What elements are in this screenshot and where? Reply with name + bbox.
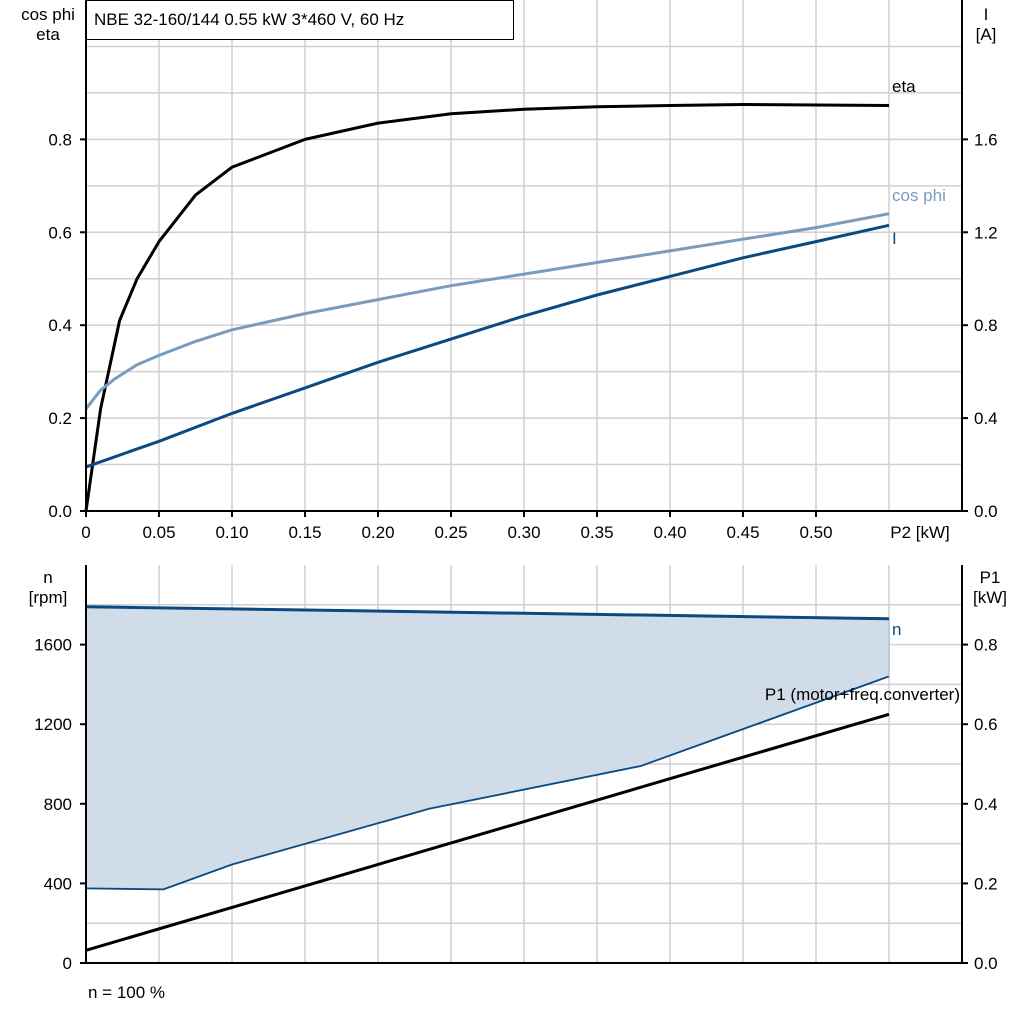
footer-note: n = 100 % xyxy=(88,983,165,1002)
top-left-axis-label-1: cos phi xyxy=(21,5,75,24)
top-right-axis-label-1: I xyxy=(984,5,989,24)
y-tick-label-left: 0.8 xyxy=(48,130,72,149)
x-tick-label: 0.30 xyxy=(507,523,540,542)
y-tick-label-left: 0.4 xyxy=(48,316,72,335)
y-tick-label-right: 0.0 xyxy=(974,502,998,521)
series-n-lower-bound xyxy=(85,675,890,891)
x-axis-label: P2 [kW] xyxy=(890,523,950,542)
x-tick-label: 0.35 xyxy=(580,523,613,542)
series-I xyxy=(85,223,890,469)
series-n xyxy=(85,605,890,621)
y-tick-label-right: 0.8 xyxy=(974,316,998,335)
x-tick-label: 0.15 xyxy=(288,523,321,542)
x-tick-label: 0.50 xyxy=(799,523,832,542)
y-tick-label-left: 0.6 xyxy=(48,223,72,242)
speed-range-band xyxy=(86,606,889,890)
y-tick-label-right: 1.2 xyxy=(974,223,998,242)
label-I: I xyxy=(892,229,897,248)
x-tick-label: 0 xyxy=(81,523,90,542)
x-tick-label: 0.05 xyxy=(142,523,175,542)
top-left-axis-label-2: eta xyxy=(36,25,60,44)
label-P1: P1 (motor+freq.converter) xyxy=(765,685,960,704)
x-tick-label: 0.10 xyxy=(215,523,248,542)
x-tick-label: 0.25 xyxy=(434,523,467,542)
bottom-right-axis-label-2: [kW] xyxy=(973,588,1007,607)
bottom-left-axis-label-2: [rpm] xyxy=(29,588,68,607)
y-tick-label-left: 0.2 xyxy=(48,409,72,428)
y-tick-label-right: 0.8 xyxy=(974,636,998,655)
y-tick-label-right: 1.6 xyxy=(974,130,998,149)
y-tick-label-left: 400 xyxy=(44,874,72,893)
x-tick-label: 0.40 xyxy=(653,523,686,542)
label-eta: eta xyxy=(892,77,916,96)
series-P1 xyxy=(85,712,890,952)
label-n: n xyxy=(892,620,901,639)
bottom-right-axis-label-1: P1 xyxy=(980,568,1001,587)
series-cos-phi xyxy=(84,212,890,410)
x-tick-label: 0.45 xyxy=(726,523,759,542)
chart-title: NBE 32-160/144 0.55 kW 3*460 V, 60 Hz xyxy=(94,10,404,29)
title-box xyxy=(86,0,514,40)
y-tick-label-left: 0 xyxy=(63,954,72,973)
bottom-left-axis-label-1: n xyxy=(43,568,52,587)
y-tick-label-right: 0.6 xyxy=(974,715,998,734)
y-tick-label-right: 0.4 xyxy=(974,409,998,428)
y-tick-label-left: 800 xyxy=(44,795,72,814)
y-tick-label-right: 0.0 xyxy=(974,954,998,973)
y-tick-label-right: 0.2 xyxy=(974,874,998,893)
y-tick-label-left: 1200 xyxy=(34,715,72,734)
series-eta xyxy=(84,103,890,512)
y-tick-label-right: 0.4 xyxy=(974,795,998,814)
y-tick-label-left: 1600 xyxy=(34,636,72,655)
label-cos-phi: cos phi xyxy=(892,186,946,205)
top-right-axis-label-2: [A] xyxy=(976,25,997,44)
y-tick-label-left: 0.0 xyxy=(48,502,72,521)
x-tick-label: 0.20 xyxy=(361,523,394,542)
